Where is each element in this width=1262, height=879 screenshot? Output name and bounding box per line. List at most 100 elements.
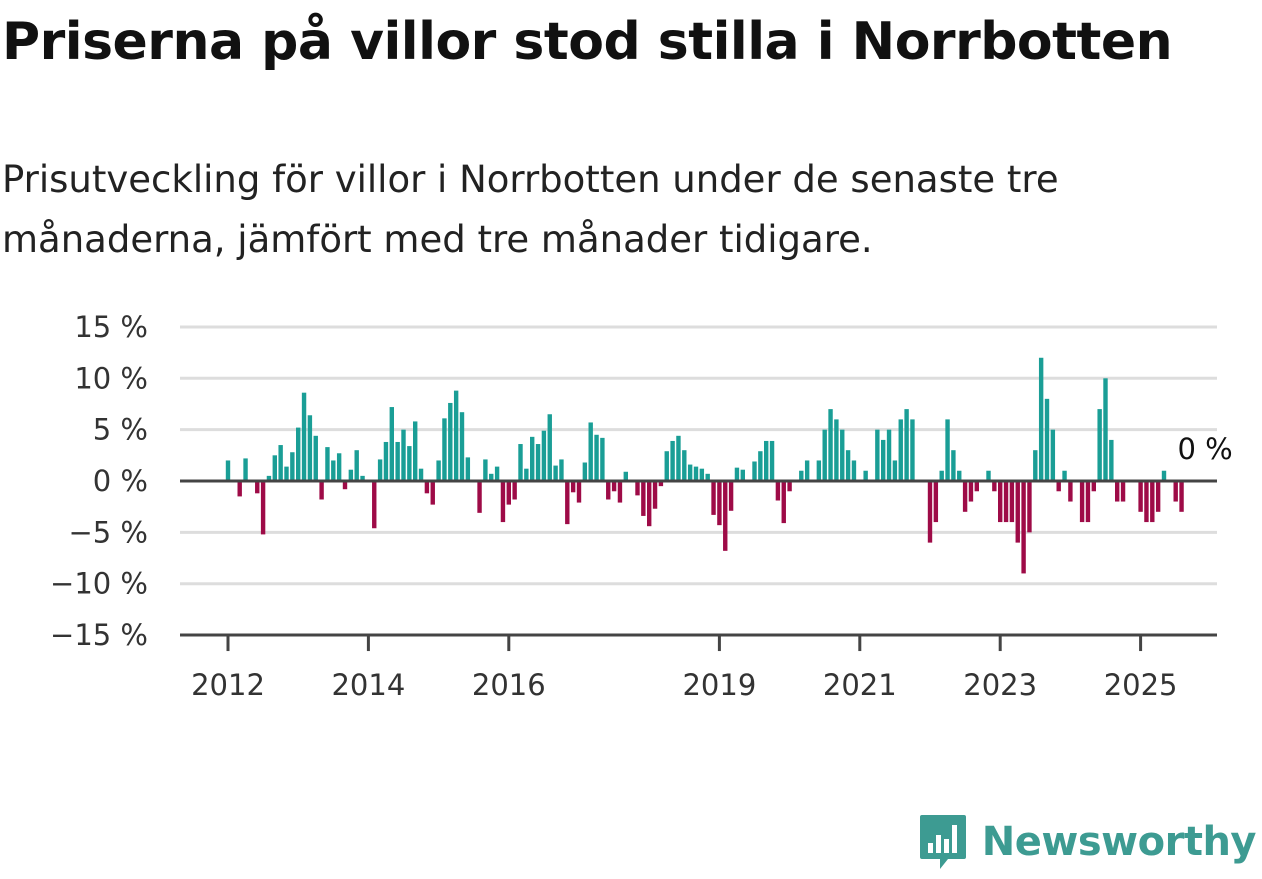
bar	[535, 444, 541, 481]
x-tick-label: 2014	[331, 668, 405, 702]
bar	[442, 418, 447, 481]
bar	[764, 440, 769, 481]
bar	[524, 468, 529, 481]
bar	[623, 471, 628, 481]
bar	[682, 450, 687, 481]
bar	[658, 481, 664, 487]
bar	[693, 466, 699, 481]
bar	[962, 481, 968, 512]
bar	[904, 409, 909, 481]
bar	[483, 459, 488, 481]
bar	[389, 407, 394, 481]
bar	[687, 464, 693, 481]
bar	[1079, 481, 1085, 523]
newsworthy-icon	[919, 815, 966, 869]
bar	[547, 414, 552, 481]
bar	[892, 460, 898, 481]
latest-value-annotation: 0 %	[1177, 432, 1232, 466]
bar	[1033, 450, 1038, 481]
bar	[652, 481, 658, 509]
bar	[553, 465, 558, 481]
bar	[705, 473, 710, 481]
bar	[559, 459, 564, 481]
bar	[886, 429, 892, 481]
bar	[986, 470, 991, 481]
bar	[243, 458, 248, 481]
bar	[670, 440, 675, 481]
y-tick-label: 5 %	[93, 413, 148, 447]
bar	[676, 435, 681, 481]
bar	[781, 481, 786, 524]
bar	[424, 481, 430, 494]
bar	[728, 481, 734, 511]
bar	[500, 481, 506, 523]
chart-title: Priserna på villor stod stilla i Norrbot…	[2, 12, 1173, 72]
bar	[1097, 409, 1102, 481]
bar	[260, 481, 266, 535]
bar	[600, 437, 605, 481]
bar-chart: 15 % 10 % 5 % 0 % −5 % −10 % −15 % 2012 2014 2016…	[50, 310, 1236, 702]
bar	[530, 436, 535, 481]
bar	[951, 450, 956, 481]
x-tick-label: 2016	[472, 668, 546, 702]
bar	[360, 475, 365, 481]
bar	[342, 481, 348, 490]
bar	[840, 429, 845, 481]
bar	[1120, 481, 1126, 502]
bar	[1062, 470, 1067, 481]
bar	[278, 445, 283, 481]
bar	[383, 441, 389, 481]
brand-logo: Newsworthy	[918, 813, 1257, 871]
chart-subtitle: Prisutveckling för villor i Norrbotten u…	[2, 158, 1059, 261]
bar	[933, 481, 939, 523]
bar	[541, 430, 547, 481]
bar	[477, 481, 482, 513]
bar	[395, 441, 400, 481]
bar	[1056, 481, 1061, 492]
bar	[1138, 481, 1143, 512]
bar	[413, 421, 418, 481]
y-tick-label: −5 %	[68, 515, 148, 549]
bar	[758, 451, 763, 481]
bar	[664, 451, 669, 481]
bar	[336, 453, 342, 481]
bar	[1027, 481, 1032, 533]
bar	[1103, 378, 1108, 481]
bar	[875, 429, 880, 481]
bar	[1015, 481, 1020, 543]
bar	[465, 457, 471, 481]
bar	[635, 481, 640, 496]
bar	[1038, 357, 1044, 481]
bar	[717, 481, 722, 526]
bar	[769, 440, 775, 481]
bar	[377, 459, 383, 481]
bar	[418, 468, 424, 481]
bar	[430, 481, 435, 505]
bar	[945, 419, 950, 481]
bar	[851, 460, 857, 481]
bar	[594, 434, 599, 481]
bar	[1021, 481, 1026, 574]
bar	[518, 444, 523, 481]
y-tick-label: −15 %	[50, 618, 148, 652]
bar	[775, 481, 781, 501]
bar	[711, 481, 716, 515]
bar	[734, 467, 740, 481]
bar	[588, 422, 593, 481]
bar	[565, 481, 570, 525]
bar	[1115, 481, 1120, 502]
bar	[570, 481, 576, 493]
bar	[301, 392, 307, 481]
bar	[354, 450, 359, 481]
brand-name: Newsworthy	[981, 819, 1257, 865]
bar	[401, 429, 406, 481]
bar	[1003, 481, 1009, 523]
bar	[998, 481, 1003, 523]
bar	[290, 452, 295, 481]
bar	[1155, 481, 1161, 512]
bar	[845, 450, 851, 481]
bar	[313, 435, 318, 481]
y-tick-label: 10 %	[74, 361, 148, 395]
bar	[1068, 481, 1073, 502]
bar	[325, 447, 330, 481]
